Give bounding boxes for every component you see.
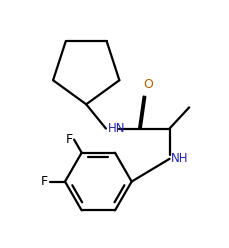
Text: F: F: [65, 133, 72, 146]
Text: F: F: [41, 175, 48, 188]
Text: O: O: [142, 78, 152, 91]
Text: HN: HN: [107, 122, 124, 135]
Text: NH: NH: [170, 152, 188, 165]
